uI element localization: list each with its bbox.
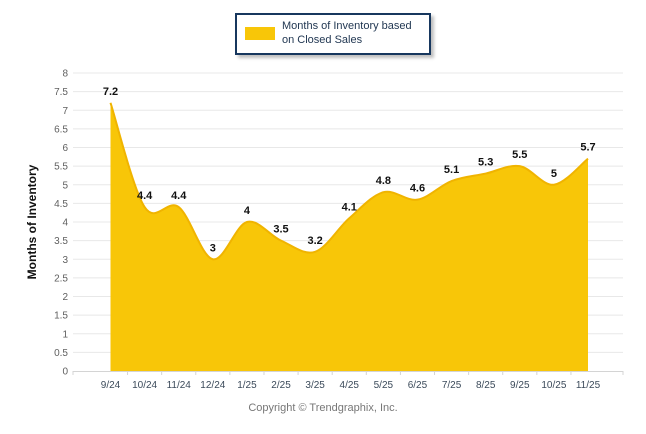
- x-tick-label: 8/25: [476, 380, 496, 391]
- y-tick-label: 3.5: [54, 236, 68, 247]
- data-label: 4.4: [171, 190, 187, 202]
- series-line: [109, 102, 589, 261]
- legend-swatch-icon: [245, 26, 275, 40]
- y-tick-label: 7: [62, 106, 68, 117]
- legend: Months of Inventory based on Closed Sale…: [235, 13, 431, 55]
- x-tick-label: 4/25: [340, 380, 360, 391]
- data-label: 3.5: [273, 224, 288, 236]
- y-tick-label: 4: [62, 218, 68, 229]
- data-label: 5: [551, 168, 557, 180]
- y-tick-label: 0.5: [54, 348, 68, 359]
- copyright-text: Copyright © Trendgraphix, Inc.: [248, 402, 398, 414]
- data-label: 5.3: [478, 157, 493, 169]
- y-tick-label: 7.5: [54, 87, 68, 98]
- y-tick-label: 2.5: [54, 273, 68, 284]
- y-tick-label: 5.5: [54, 162, 68, 173]
- y-tick-label: 8: [62, 69, 68, 80]
- data-label: 3.2: [307, 235, 322, 247]
- y-tick-label: 0: [62, 367, 68, 378]
- x-tick-label: 5/25: [374, 380, 394, 391]
- data-label: 5.5: [512, 149, 527, 161]
- data-label: 4.1: [342, 201, 357, 213]
- y-tick-label: 6.5: [54, 124, 68, 135]
- x-tick-label: 3/25: [305, 380, 325, 391]
- x-tick-label: 12/24: [200, 380, 225, 391]
- data-label: 3: [210, 242, 216, 254]
- legend-label: Months of Inventory based on Closed Sale…: [282, 20, 412, 47]
- data-label: 4.8: [376, 175, 391, 187]
- x-tick-label: 1/25: [237, 380, 257, 391]
- y-tick-label: 1: [62, 329, 68, 340]
- x-tick-label: 9/24: [101, 380, 121, 391]
- y-tick-label: 1.5: [54, 311, 68, 322]
- x-tick-label: 2/25: [271, 380, 291, 391]
- y-tick-label: 6: [62, 143, 68, 154]
- x-tick-label: 11/24: [167, 380, 192, 391]
- y-tick-label: 5: [62, 180, 68, 191]
- data-label: 4: [244, 205, 251, 217]
- data-label: 5.1: [444, 164, 459, 176]
- data-label: 7.2: [103, 86, 118, 98]
- data-label: 5.7: [580, 142, 595, 154]
- x-tick-label: 9/25: [510, 380, 530, 391]
- data-label: 4.4: [137, 190, 153, 202]
- x-tick-label: 7/25: [442, 380, 462, 391]
- y-tick-label: 2: [62, 292, 68, 303]
- area-series: [110, 102, 588, 372]
- y-axis-title: Months of Inventory: [25, 164, 39, 280]
- y-tick-label: 4.5: [54, 199, 68, 210]
- x-tick-label: 6/25: [408, 380, 428, 391]
- data-label: 4.6: [410, 183, 425, 195]
- x-tick-label: 10/25: [541, 380, 566, 391]
- y-tick-label: 3: [62, 255, 68, 266]
- x-tick-label: 11/25: [576, 380, 601, 391]
- x-tick-label: 10/24: [132, 380, 157, 391]
